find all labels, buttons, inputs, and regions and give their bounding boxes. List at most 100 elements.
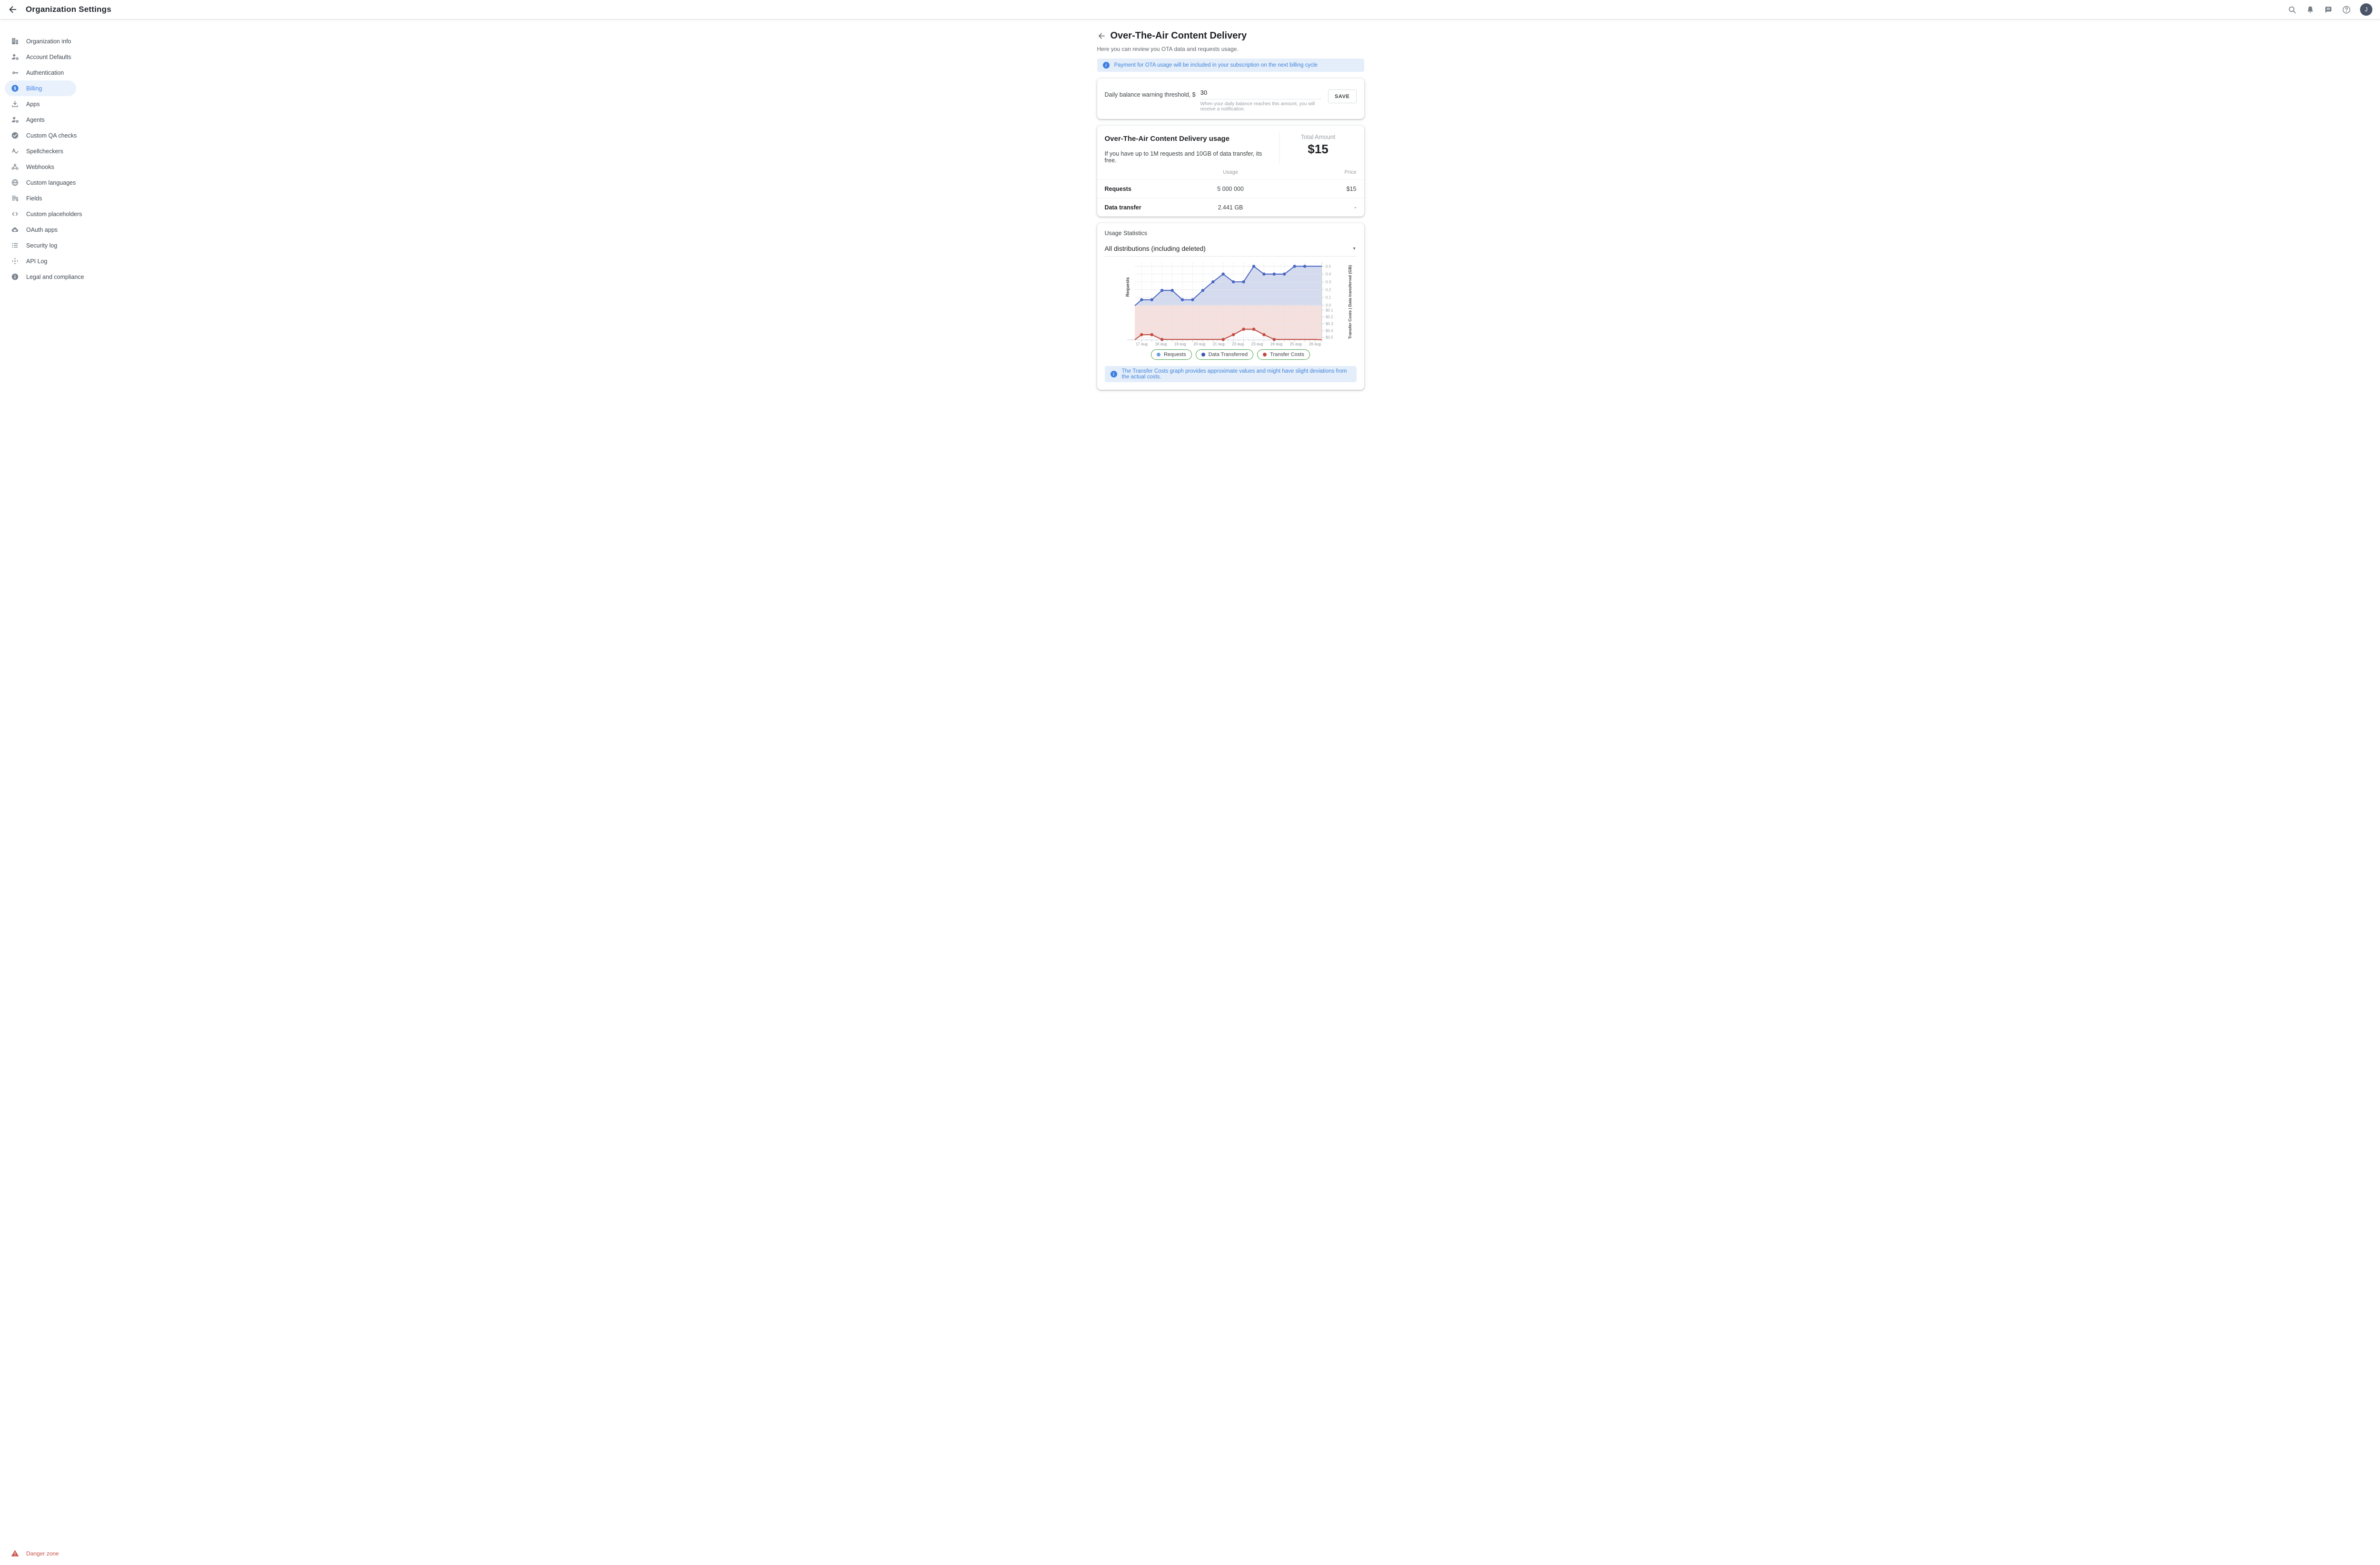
globe-icon: [11, 178, 19, 187]
sidebar-item-organization-info[interactable]: Organization info: [5, 33, 76, 49]
usage-card-description: If you have up to 1M requests and 10GB o…: [1104, 150, 1262, 164]
save-button[interactable]: SAVE: [1328, 89, 1357, 103]
key-icon: [11, 69, 19, 77]
svg-text:$0.1: $0.1: [1325, 308, 1333, 312]
sidebar-item-api-log[interactable]: API Log: [5, 253, 76, 269]
help-icon[interactable]: [2342, 5, 2351, 14]
svg-text:23 aug: 23 aug: [1251, 342, 1263, 347]
sidebar-item-custom-languages[interactable]: Custom languages: [5, 175, 76, 190]
sidebar-item-label: API Log: [26, 258, 48, 265]
threshold-card: Daily balance warning threshold, $ When …: [1097, 79, 1364, 119]
legend-dot-data-transferred: [1201, 353, 1205, 357]
sidebar-item-security-log[interactable]: Security log: [5, 238, 76, 253]
usage-chart: 0.5 0.4 0.3 0.2 0.1 0.0 $0.1 $0.2 $0.3 $0.4 $0.5 17…: [1105, 259, 1357, 347]
svg-text:$: $: [14, 86, 16, 91]
svg-text:21 aug: 21 aug: [1212, 342, 1224, 347]
sidebar-item-spellcheckers[interactable]: Spellcheckers: [5, 143, 76, 159]
legend-transfer-costs[interactable]: Transfer Costs: [1257, 349, 1310, 360]
app-title: Organization Settings: [26, 5, 111, 14]
legend-label: Requests: [1164, 352, 1186, 358]
usage-card: Over-The-Air Content Delivery usage If y…: [1097, 126, 1364, 217]
row-usage: 2.441 GB: [1185, 198, 1276, 217]
building-icon: [11, 37, 19, 45]
move-icon: [11, 257, 19, 265]
total-amount-label: Total Amount: [1300, 134, 1336, 140]
row-label: Requests: [1104, 186, 1131, 192]
svg-text:$0.2: $0.2: [1325, 315, 1333, 319]
sidebar-item-label: Custom QA checks: [26, 132, 77, 139]
svg-text:$0.5: $0.5: [1325, 336, 1333, 340]
row-usage: 5 000 000: [1217, 186, 1244, 192]
sidebar-item-webhooks[interactable]: Webhooks: [5, 159, 76, 175]
sidebar-item-label: Agents: [26, 116, 45, 123]
svg-text:18 aug: 18 aug: [1155, 342, 1167, 347]
legend-label: Data Transferred: [1208, 352, 1248, 358]
sidebar-item-billing[interactable]: $ Billing: [5, 80, 76, 96]
sidebar-item-apps[interactable]: Apps: [5, 96, 76, 112]
search-icon[interactable]: [2288, 5, 2297, 14]
sidebar-item-fields[interactable]: Fields: [5, 190, 76, 206]
sidebar-item-custom-placeholders[interactable]: Custom placeholders: [5, 206, 82, 222]
chart-legend: Requests Data Transferred Transfer Costs: [1105, 349, 1357, 360]
sidebar-item-oauth-apps[interactable]: OAuth apps: [5, 222, 76, 238]
legend-dot-transfer-costs: [1263, 353, 1267, 357]
sidebar-item-account-defaults[interactable]: Account Defaults: [5, 49, 76, 65]
distribution-select-value: All distributions (including deleted): [1104, 245, 1206, 252]
page-back-icon[interactable]: [1097, 31, 1106, 40]
messages-icon[interactable]: [2324, 5, 2333, 14]
info-icon: i: [1102, 62, 1110, 69]
svg-text:19 aug: 19 aug: [1174, 342, 1186, 347]
distribution-select[interactable]: All distributions (including deleted) ▼: [1104, 245, 1357, 257]
field-list-icon: [11, 194, 19, 202]
payment-info-banner: i Payment for OTA usage will be included…: [1097, 59, 1364, 72]
spellcheck-icon: [11, 147, 19, 155]
usage-statistics-title: Usage Statistics: [1104, 230, 1148, 237]
svg-text:$0.3: $0.3: [1325, 322, 1333, 326]
cloud-icon: [11, 226, 19, 234]
page-title: Over-The-Air Content Delivery: [1110, 30, 1247, 41]
sidebar-item-label: Billing: [26, 85, 42, 92]
sidebar-item-label: OAuth apps: [26, 226, 58, 233]
svg-text:17 aug: 17 aug: [1135, 342, 1147, 347]
sidebar-item-authentication[interactable]: Authentication: [5, 65, 76, 80]
sidebar-item-label: Fields: [26, 195, 42, 202]
user-gear-icon: [11, 53, 19, 61]
bullet-list-icon: [11, 241, 19, 249]
svg-text:Transfer Costs | Data transfer: Transfer Costs | Data transferred (GB): [1347, 265, 1352, 339]
sidebar-item-danger-zone[interactable]: Danger zone: [11, 1549, 59, 1557]
threshold-label: Daily balance warning threshold, $: [1104, 91, 1196, 98]
sidebar: Organization info Account Defaults Authe…: [0, 19, 84, 1565]
legend-dot-requests: [1157, 353, 1161, 357]
avatar[interactable]: J: [2360, 3, 2372, 16]
sidebar-item-label: Spellcheckers: [26, 148, 63, 155]
svg-text:25 aug: 25 aug: [1289, 342, 1301, 347]
sidebar-item-label: Apps: [26, 100, 40, 108]
notifications-icon[interactable]: [2306, 5, 2315, 14]
transfer-costs-note-banner: i The Transfer Costs graph provides appr…: [1104, 366, 1357, 383]
check-circle-icon: [11, 131, 19, 139]
column-header-usage: Usage: [1185, 168, 1276, 180]
sidebar-item-label: Custom languages: [26, 179, 76, 186]
warning-icon: [11, 1549, 19, 1557]
legend-data-transferred[interactable]: Data Transferred: [1195, 349, 1254, 360]
page-subtitle: Here you can review you OTA data and req…: [1097, 46, 1239, 52]
column-header-price: Price: [1276, 168, 1364, 180]
main-area: Over-The-Air Content Delivery Here you c…: [81, 19, 2380, 1565]
svg-text:0.3: 0.3: [1325, 280, 1331, 284]
row-price: -: [1276, 198, 1364, 217]
info-icon: [11, 273, 19, 281]
sidebar-item-agents[interactable]: Agents: [5, 112, 76, 128]
table-row: Data transfer 2.441 GB -: [1097, 198, 1364, 217]
svg-text:20 aug: 20 aug: [1193, 342, 1205, 347]
info-icon: i: [1110, 371, 1117, 378]
threshold-input[interactable]: [1200, 88, 1321, 99]
threshold-helper: When your daily balance reaches this amo…: [1200, 101, 1315, 112]
usage-chart-svg: 0.5 0.4 0.3 0.2 0.1 0.0$0.1 $0.2 $0.3 $0.4 $0.5 17…: [1125, 262, 1352, 347]
sidebar-item-legal-and-compliance[interactable]: Legal and compliance: [5, 269, 84, 285]
sidebar-item-label: Authentication: [26, 69, 64, 76]
back-icon[interactable]: [8, 4, 18, 15]
sidebar-item-custom-qa-checks[interactable]: Custom QA checks: [5, 128, 77, 143]
sidebar-item-label: Webhooks: [26, 163, 54, 170]
transfer-costs-note-text: The Transfer Costs graph provides approx…: [1121, 368, 1347, 380]
legend-requests[interactable]: Requests: [1151, 349, 1192, 360]
